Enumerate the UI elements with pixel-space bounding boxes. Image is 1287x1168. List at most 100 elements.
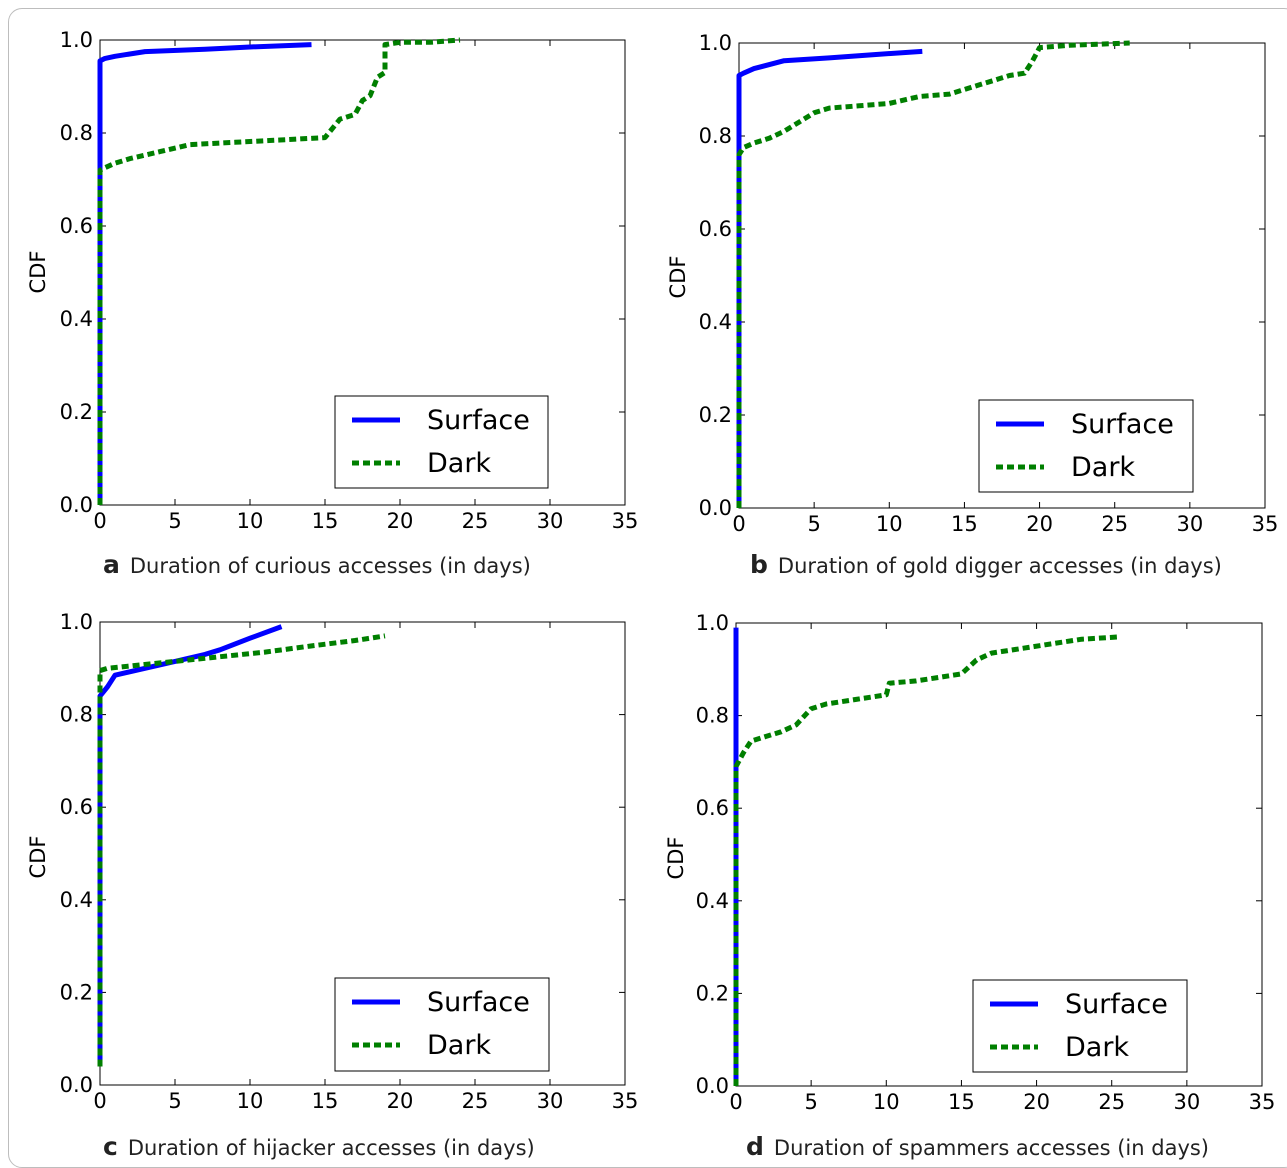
chart-panel-2: 0 5 10 15 20 25 30 35 0.0 0.2 0.4 0.6 0.8 1.0 CDF Surfa… <box>26 610 638 1113</box>
caption-letter-a: a <box>103 550 120 579</box>
x-tick-label: 5 <box>168 509 181 533</box>
y-tick-label: 0.0 <box>696 1074 729 1098</box>
caption-letter-d: d <box>746 1132 764 1161</box>
x-tick-label: 25 <box>462 509 489 533</box>
legend-label: Surface <box>1071 409 1174 440</box>
y-tick-label: 0.8 <box>60 121 93 145</box>
x-tick-label: 20 <box>387 1089 414 1113</box>
x-tick-label: 20 <box>1026 512 1053 536</box>
chart-panel-3: 0 5 10 15 20 25 30 35 0.0 0.2 0.4 0.6 0.8 1.0 CDF Surfa… <box>664 611 1275 1114</box>
x-tick-label: 30 <box>1173 1090 1200 1114</box>
series-line-solid <box>97 42 312 505</box>
caption-text-d: Duration of spammers accesses (in days) <box>773 1136 1209 1160</box>
x-tick-label: 20 <box>387 509 414 533</box>
x-tick-label: 10 <box>876 512 903 536</box>
y-tick-label: 1.0 <box>696 611 729 635</box>
x-tick-label: 15 <box>951 512 978 536</box>
x-tick-label: 5 <box>804 1090 817 1114</box>
x-tick-label: 10 <box>237 509 264 533</box>
legend: Surface Dark <box>334 395 549 489</box>
y-tick-label: 0.4 <box>696 889 729 913</box>
y-tick-label: 0.2 <box>699 403 732 427</box>
x-tick-label: 5 <box>807 512 820 536</box>
x-tick-label: 5 <box>168 1089 181 1113</box>
caption-d: d Duration of spammers accesses (in days) <box>746 1132 1209 1161</box>
y-tick-label: 0.6 <box>699 217 732 241</box>
caption-letter-c: c <box>103 1132 118 1161</box>
chart-panel-0: 0 5 10 15 20 25 30 35 0.0 0.2 0.4 0.6 0.8 1.0 CDF Surfa… <box>26 28 638 533</box>
y-tick-label: 0.0 <box>60 493 93 517</box>
legend-label: Dark <box>427 1030 491 1061</box>
y-axis-label: CDF <box>26 836 50 879</box>
caption-letter-b: b <box>750 550 768 579</box>
legend-label: Surface <box>427 405 530 436</box>
y-tick-label: 0.2 <box>60 980 93 1004</box>
legend-label: Surface <box>1065 989 1168 1020</box>
x-tick-label: 10 <box>237 1089 264 1113</box>
legend-label: Dark <box>1065 1032 1129 1063</box>
y-tick-label: 0.8 <box>699 124 732 148</box>
y-tick-label: 0.0 <box>699 496 732 520</box>
x-tick-label: 15 <box>948 1090 975 1114</box>
y-axis-label: CDF <box>26 251 50 294</box>
legend-label: Surface <box>427 987 530 1018</box>
chart-panel-1: 0 5 10 15 20 25 30 35 0.0 0.2 0.4 0.6 0.8 1.0 CDF Surfa… <box>666 31 1278 536</box>
x-tick-label: 35 <box>612 1089 639 1113</box>
series-line-dotted <box>97 37 461 505</box>
y-tick-label: 0.8 <box>696 704 729 728</box>
legend: Surface Dark <box>334 977 550 1072</box>
series-line-dotted <box>97 633 386 1067</box>
y-axis-label: CDF <box>664 837 688 880</box>
caption-c: c Duration of hijacker accesses (in days) <box>103 1132 535 1161</box>
x-tick-label: 10 <box>873 1090 900 1114</box>
x-tick-label: 30 <box>537 509 564 533</box>
y-tick-label: 0.4 <box>60 307 93 331</box>
legend-label: Dark <box>1071 452 1135 483</box>
caption-text-a: Duration of curious accesses (in days) <box>129 554 531 578</box>
legend-box <box>334 395 549 489</box>
legend-box <box>334 977 550 1072</box>
y-tick-label: 0.2 <box>60 400 93 424</box>
y-tick-label: 0.4 <box>60 888 93 912</box>
legend-box <box>972 979 1188 1073</box>
legend: Surface Dark <box>972 979 1188 1073</box>
x-tick-label: 35 <box>1249 1090 1276 1114</box>
x-tick-label: 35 <box>1252 512 1279 536</box>
x-tick-label: 20 <box>1023 1090 1050 1114</box>
x-tick-label: 30 <box>1176 512 1203 536</box>
x-tick-label: 30 <box>537 1089 564 1113</box>
y-tick-label: 0.6 <box>696 796 729 820</box>
caption-text-c: Duration of hijacker accesses (in days) <box>127 1136 535 1160</box>
legend: Surface Dark <box>978 399 1194 493</box>
legend-box <box>978 399 1194 493</box>
series-line-solid <box>736 48 923 508</box>
x-tick-label: 15 <box>312 1089 339 1113</box>
y-tick-label: 0.8 <box>60 703 93 727</box>
y-tick-label: 0.0 <box>60 1073 93 1097</box>
series-line-dotted <box>736 40 1130 508</box>
x-tick-label: 25 <box>1101 512 1128 536</box>
y-tick-label: 0.2 <box>696 981 729 1005</box>
x-tick-label: 0 <box>732 512 745 536</box>
series-line-dotted <box>733 634 1120 1086</box>
series-line-solid <box>97 624 283 1067</box>
y-tick-label: 0.6 <box>60 214 93 238</box>
caption-b: b Duration of gold digger accesses (in da… <box>750 550 1222 579</box>
x-tick-label: 35 <box>612 509 639 533</box>
y-tick-label: 1.0 <box>60 610 93 634</box>
x-tick-label: 25 <box>462 1089 489 1113</box>
y-tick-label: 1.0 <box>699 31 732 55</box>
x-tick-label: 0 <box>93 1089 106 1113</box>
x-tick-label: 25 <box>1098 1090 1125 1114</box>
legend-label: Dark <box>427 448 491 479</box>
y-tick-label: 1.0 <box>60 28 93 52</box>
x-tick-label: 15 <box>312 509 339 533</box>
y-axis-label: CDF <box>666 256 690 299</box>
y-tick-label: 0.6 <box>60 795 93 819</box>
x-tick-label: 0 <box>729 1090 742 1114</box>
y-tick-label: 0.4 <box>699 310 732 334</box>
caption-a: a Duration of curious accesses (in days) <box>103 550 531 579</box>
x-tick-label: 0 <box>93 509 106 533</box>
caption-text-b: Duration of gold digger accesses (in day… <box>777 554 1222 578</box>
